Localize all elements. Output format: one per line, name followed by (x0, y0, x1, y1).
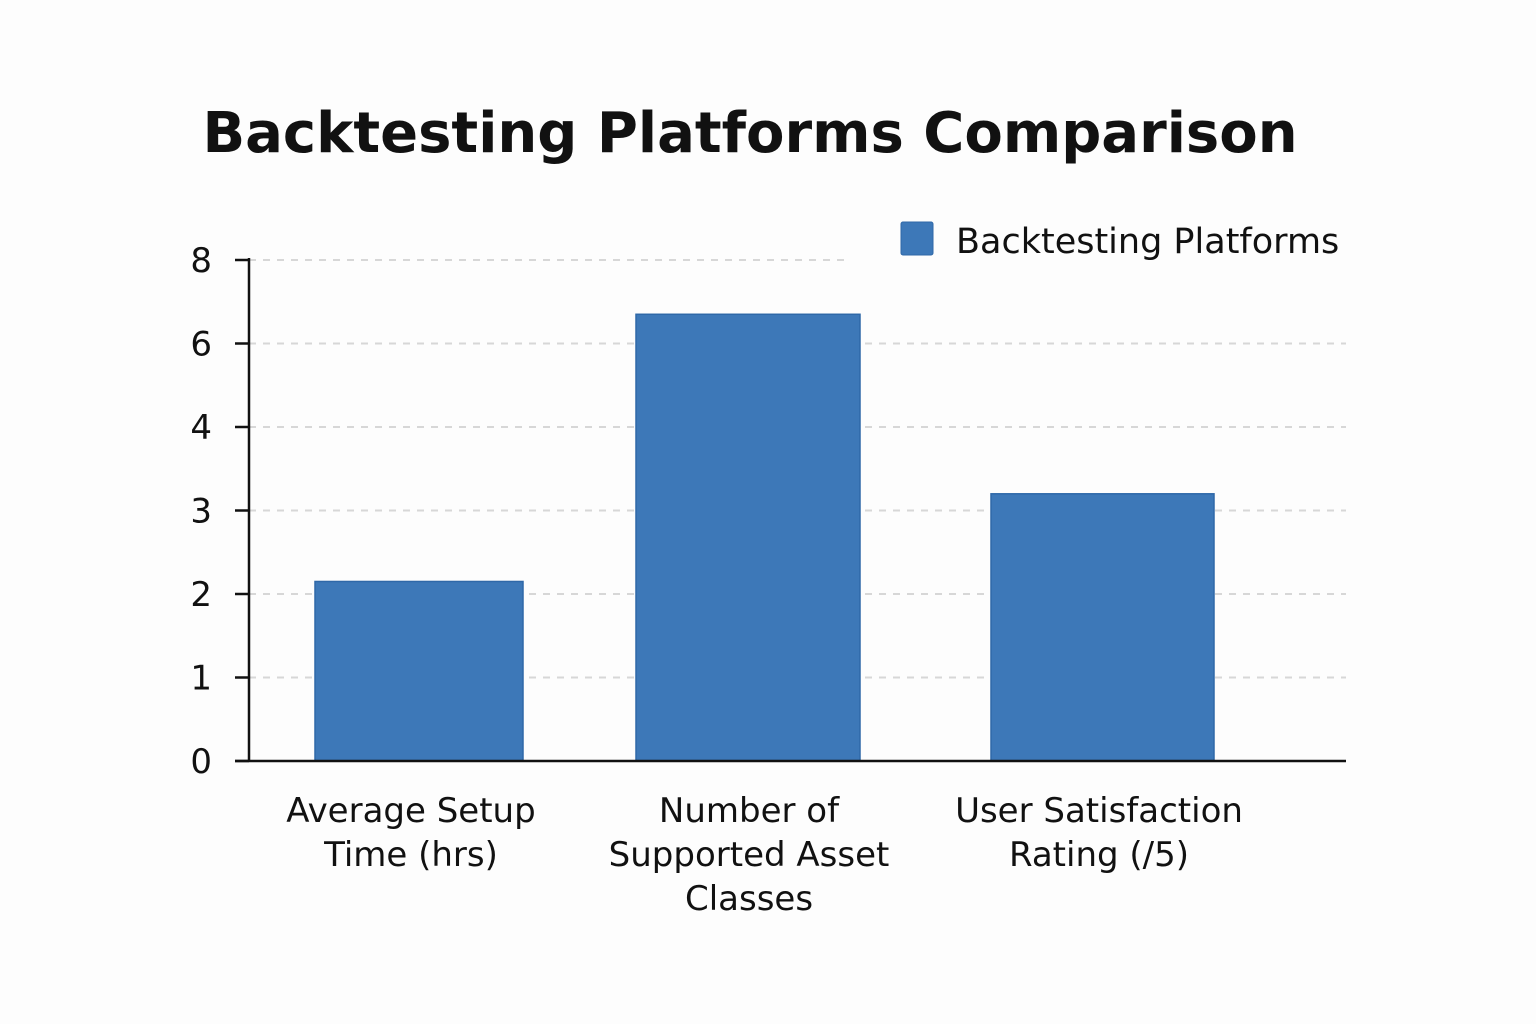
y-tick-label: 0 (190, 742, 212, 782)
y-tick-label: 3 (190, 492, 212, 532)
x-category-label: Supported Asset (609, 835, 890, 875)
y-tick-label: 2 (190, 575, 212, 615)
legend-swatch (900, 221, 934, 256)
y-tick-label: 8 (190, 241, 212, 281)
y-tick-label: 6 (190, 325, 212, 365)
chart-title: Backtesting Platforms Comparison (202, 101, 1297, 166)
axes (235, 258, 1346, 763)
legend-label: Backtesting Platforms (956, 222, 1339, 262)
x-category-label: Average Setup (286, 791, 535, 831)
y-tick-label: 1 (190, 659, 212, 699)
x-category-label: User Satisfaction (955, 791, 1243, 831)
legend: Backtesting Platforms (900, 221, 1339, 262)
x-category-label: Time (hrs) (323, 835, 498, 875)
bar (990, 493, 1215, 762)
bars (314, 313, 1215, 762)
bar (314, 580, 524, 762)
bar (635, 313, 861, 762)
x-category-label: Number of (659, 791, 840, 831)
x-category-label: Rating (/5) (1009, 835, 1189, 875)
x-category-label: Classes (685, 879, 813, 919)
y-tick-labels: 0 1 2 3 4 6 8 (190, 241, 212, 782)
y-tick-label: 4 (190, 408, 212, 448)
